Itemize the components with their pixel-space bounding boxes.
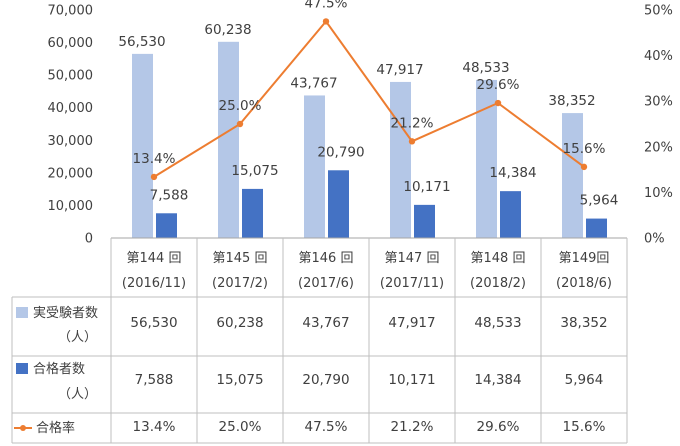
y-right-tick-label: 30% (644, 95, 673, 110)
line-point (150, 173, 158, 181)
bar-goukakusha (586, 218, 607, 238)
data-label: 5,964 (580, 193, 619, 209)
category-label: 第146 回 (299, 251, 354, 266)
data-label: 43,767 (290, 75, 337, 91)
bar-jitsu-jukensha (218, 41, 239, 238)
y-right-tick-label: 20% (644, 140, 673, 155)
y-left-tick-label: 70,000 (48, 4, 94, 19)
table-cell: 5,964 (565, 372, 604, 388)
y-left-tick-label: 0 (85, 232, 93, 247)
table-cell: 14,384 (474, 372, 521, 388)
table-cell: 21.2% (391, 419, 434, 435)
data-label: 20,790 (317, 144, 364, 160)
table-cell: 48,533 (474, 315, 521, 331)
category-label: (2017/11) (380, 276, 444, 291)
y-left-tick-label: 20,000 (48, 166, 94, 181)
bar-jitsu-jukensha (562, 113, 583, 238)
legend-label: （人） (58, 387, 97, 402)
data-label: 7,588 (150, 187, 189, 203)
table-cell: 43,767 (302, 315, 349, 331)
data-label: 10,171 (403, 179, 450, 195)
line-goukakuritsu (153, 19, 585, 178)
bar-goukakusha (242, 188, 263, 238)
table-cell: 56,530 (130, 315, 177, 331)
table-cell: 47.5% (305, 419, 348, 435)
y-right-tick-label: 40% (644, 49, 673, 64)
data-label: 48,533 (462, 60, 509, 76)
category-label: 第144 回 (127, 251, 182, 266)
data-label: 29.6% (477, 77, 520, 93)
bar-goukakusha (414, 204, 435, 238)
line-point (236, 120, 244, 128)
table-cell: 38,352 (560, 315, 607, 331)
bar-goukakusha (328, 170, 349, 238)
y-left-tick-label: 10,000 (48, 199, 94, 214)
data-label: 21.2% (391, 115, 434, 131)
table-cell: 13.4% (133, 419, 176, 435)
bar-goukakusha (156, 213, 177, 238)
legend-key-jitsu-jukensha (16, 307, 28, 318)
legend-key-goukakusha (16, 363, 28, 374)
bar-goukakusha (500, 191, 521, 238)
data-label: 60,238 (204, 22, 251, 38)
bar-jitsu-jukensha (390, 81, 411, 238)
table-cell: 15,075 (216, 372, 263, 388)
legend-label: （人） (58, 330, 97, 345)
table-cell: 10,171 (388, 372, 435, 388)
table-cell: 20,790 (302, 372, 349, 388)
bar-jitsu-jukensha (476, 79, 497, 239)
y-left-tick-label: 50,000 (48, 69, 94, 84)
y-left-tick-label: 40,000 (48, 101, 94, 116)
y-left-tick-label: 30,000 (48, 134, 94, 149)
category-label: (2016/11) (122, 276, 186, 291)
table-cell: 29.6% (477, 419, 520, 435)
line-point (322, 18, 330, 25)
table-cell: 60,238 (216, 315, 263, 331)
table-cell: 25.0% (219, 419, 262, 435)
data-label: 56,530 (118, 34, 165, 50)
data-label: 38,352 (548, 93, 595, 109)
category-label: (2018/2) (470, 276, 526, 291)
y-right-tick-label: 50% (644, 4, 673, 19)
legend-label: 合格率 (36, 420, 75, 436)
bar-jitsu-jukensha (304, 95, 325, 238)
legend-label: 合格者数 (33, 361, 85, 377)
category-label: (2017/2) (212, 276, 268, 291)
table-cell: 7,588 (135, 372, 174, 388)
y-right-tick-label: 10% (644, 186, 673, 201)
data-label: 47,917 (376, 62, 423, 78)
data-label: 15,075 (231, 163, 278, 179)
category-label: 第145 回 (213, 251, 268, 266)
data-label: 15.6% (563, 141, 606, 157)
table-cell: 47,917 (388, 315, 435, 331)
table-cell: 15.6% (563, 419, 606, 435)
data-label: 47.5% (305, 0, 348, 11)
category-label: (2017/6) (298, 276, 354, 291)
category-label: 第147 回 (385, 251, 440, 266)
y-left-tick-label: 60,000 (48, 36, 94, 51)
bar-jitsu-jukensha (132, 53, 153, 238)
legend-label: 実受験者数 (33, 305, 98, 321)
category-label: (2018/6) (556, 276, 612, 291)
y-right-tick-label: 0% (644, 232, 665, 247)
category-label: 第149回 (559, 251, 610, 266)
data-label: 25.0% (219, 98, 262, 114)
line-point (408, 138, 416, 145)
line-point (580, 163, 588, 171)
data-label: 14,384 (489, 165, 536, 181)
line-point (494, 99, 502, 107)
data-label: 13.4% (133, 151, 176, 167)
legend-key-goukakuritsu-marker (20, 425, 26, 431)
category-label: 第148 回 (471, 251, 526, 266)
